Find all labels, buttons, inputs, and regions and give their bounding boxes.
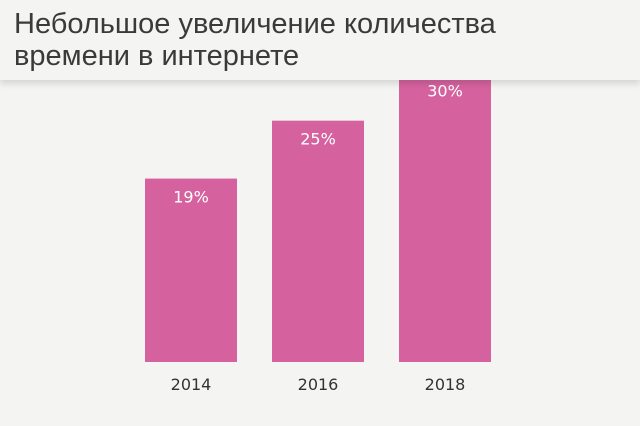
x-tick-label: 2016	[298, 375, 339, 394]
bar-value-label: 30%	[427, 81, 463, 100]
bar-value-label: 19%	[173, 188, 209, 207]
chart-title: Небольшое увеличение количества времени …	[14, 8, 496, 72]
bar-2016	[272, 120, 364, 363]
bars-group	[145, 72, 491, 363]
bar-value-label: 25%	[300, 130, 336, 149]
x-tick-label: 2018	[425, 375, 466, 394]
bar-2014	[145, 178, 237, 362]
x-tick-labels-group: 2014 2016 2018	[171, 375, 466, 394]
chart-header: Небольшое увеличение количества времени …	[0, 0, 640, 80]
bar-2018	[399, 72, 491, 363]
x-tick-label: 2014	[171, 375, 212, 394]
bar-labels-group: 19% 25% 30%	[173, 81, 463, 206]
